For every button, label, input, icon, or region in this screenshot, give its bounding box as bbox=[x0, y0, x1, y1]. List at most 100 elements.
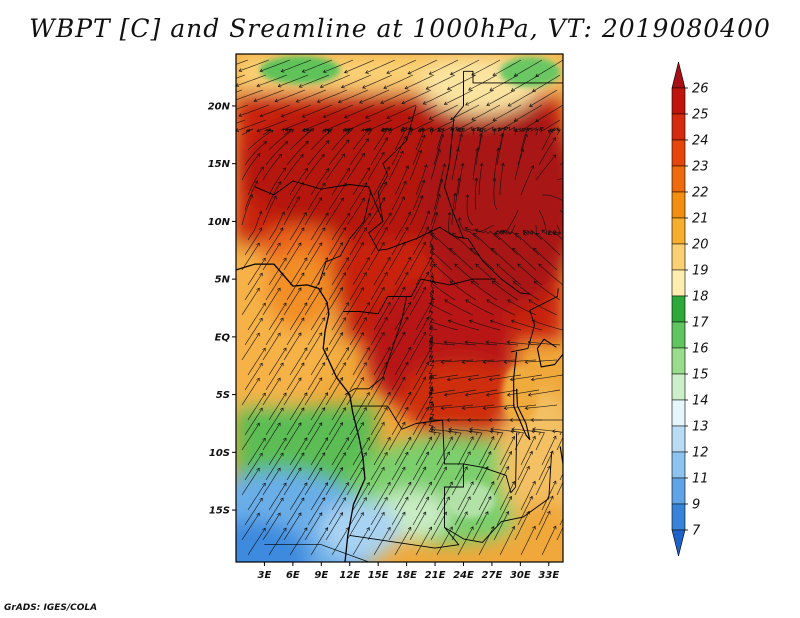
streamline-arrowhead bbox=[303, 482, 308, 486]
streamline bbox=[307, 182, 326, 211]
streamline-arrowhead bbox=[367, 212, 371, 217]
streamline bbox=[391, 181, 407, 211]
streamline-arrowhead bbox=[401, 376, 406, 381]
streamline-arrowhead bbox=[400, 129, 405, 134]
streamline-arrowhead bbox=[342, 227, 347, 231]
streamline-arrowhead bbox=[363, 316, 367, 321]
streamline-arrowhead bbox=[440, 360, 445, 364]
colorbar-label: 11 bbox=[692, 472, 709, 487]
streamline bbox=[262, 512, 281, 541]
streamline bbox=[512, 280, 540, 301]
streamline bbox=[346, 287, 364, 316]
colorbar-label: 25 bbox=[692, 108, 709, 123]
streamline bbox=[304, 242, 323, 271]
streamline bbox=[483, 404, 516, 409]
streamline bbox=[310, 527, 328, 556]
streamline bbox=[391, 362, 409, 391]
streamline bbox=[454, 263, 480, 286]
colorbar-label: 13 bbox=[692, 420, 709, 435]
streamline-arrowhead bbox=[304, 167, 309, 172]
streamline bbox=[472, 119, 498, 132]
streamline-arrowhead bbox=[273, 195, 277, 200]
streamline bbox=[404, 74, 435, 89]
streamline-arrowhead bbox=[498, 127, 503, 132]
streamline-arrowhead bbox=[361, 152, 365, 157]
streamline-arrowhead bbox=[297, 287, 302, 292]
streamline-arrowhead bbox=[496, 263, 500, 268]
streamline-arrowhead bbox=[489, 319, 494, 324]
streamline bbox=[523, 229, 543, 241]
streamline bbox=[386, 104, 417, 119]
streamline bbox=[538, 137, 556, 166]
streamline bbox=[394, 257, 412, 286]
streamline bbox=[394, 165, 409, 196]
streamline-arrowhead bbox=[318, 377, 323, 381]
streamline-arrowhead bbox=[526, 510, 530, 515]
streamline-arrowhead bbox=[440, 133, 445, 138]
streamline bbox=[380, 89, 411, 104]
streamline bbox=[507, 341, 540, 346]
streamline bbox=[512, 247, 537, 271]
streamline bbox=[262, 332, 281, 361]
lake-tanganyika bbox=[513, 351, 531, 441]
streamline bbox=[370, 362, 388, 391]
streamline bbox=[492, 59, 522, 76]
streamline-arrowhead bbox=[431, 296, 435, 301]
streamline bbox=[459, 217, 480, 241]
streamline-arrowhead bbox=[541, 229, 546, 234]
streamline-arrowhead bbox=[532, 525, 536, 530]
lon-label: 24E bbox=[453, 570, 474, 581]
streamline-arrowhead bbox=[443, 466, 447, 471]
streamline-arrowhead bbox=[531, 429, 535, 434]
streamline bbox=[236, 89, 264, 101]
streamline bbox=[391, 452, 409, 481]
streamline-arrowhead bbox=[387, 391, 391, 396]
streamline bbox=[283, 196, 300, 226]
streamline bbox=[328, 407, 346, 436]
streamline-arrowhead bbox=[316, 99, 321, 103]
streamline-arrowhead bbox=[444, 299, 448, 303]
colorbar-swatch bbox=[671, 165, 686, 193]
streamline-arrowhead bbox=[256, 83, 261, 88]
streamline bbox=[286, 407, 305, 436]
streamline-arrowhead bbox=[430, 290, 435, 294]
streamline bbox=[493, 178, 498, 211]
colorbar-swatch bbox=[671, 191, 686, 219]
streamline bbox=[412, 179, 425, 211]
streamline-arrowhead bbox=[301, 114, 306, 118]
streamline bbox=[449, 280, 477, 301]
streamline bbox=[286, 182, 304, 211]
streamline-arrowhead bbox=[487, 451, 492, 455]
streamline-arrowhead bbox=[429, 336, 434, 341]
streamline-arrowhead bbox=[484, 511, 489, 515]
streamline bbox=[471, 59, 501, 76]
border-car-drc bbox=[343, 278, 496, 315]
border-zambia bbox=[444, 452, 553, 543]
streamline bbox=[299, 74, 330, 88]
streamline bbox=[451, 148, 459, 181]
streamline bbox=[430, 194, 441, 226]
streamline bbox=[531, 374, 563, 381]
streamline-arrowhead bbox=[407, 391, 412, 396]
streamline-arrowhead bbox=[340, 84, 345, 89]
streamline-arrowhead bbox=[381, 421, 385, 426]
streamline bbox=[283, 332, 302, 361]
streamline bbox=[478, 436, 495, 466]
streamline bbox=[302, 59, 333, 73]
streamline bbox=[367, 197, 385, 226]
streamline bbox=[247, 437, 266, 466]
streamline-arrowhead bbox=[474, 177, 479, 182]
streamline bbox=[493, 466, 509, 496]
streamline-arrowhead bbox=[457, 216, 462, 221]
streamline-arrowhead bbox=[530, 418, 534, 422]
streamline-arrowhead bbox=[454, 263, 458, 268]
streamline bbox=[373, 212, 392, 241]
streamline-arrowhead bbox=[345, 437, 349, 441]
border-uganda bbox=[510, 288, 559, 353]
streamline bbox=[409, 286, 426, 316]
streamline-arrowhead bbox=[475, 147, 480, 152]
streamline-arrowhead bbox=[256, 153, 261, 157]
streamline bbox=[352, 347, 370, 376]
streamline bbox=[429, 355, 453, 362]
streamline bbox=[465, 89, 495, 106]
